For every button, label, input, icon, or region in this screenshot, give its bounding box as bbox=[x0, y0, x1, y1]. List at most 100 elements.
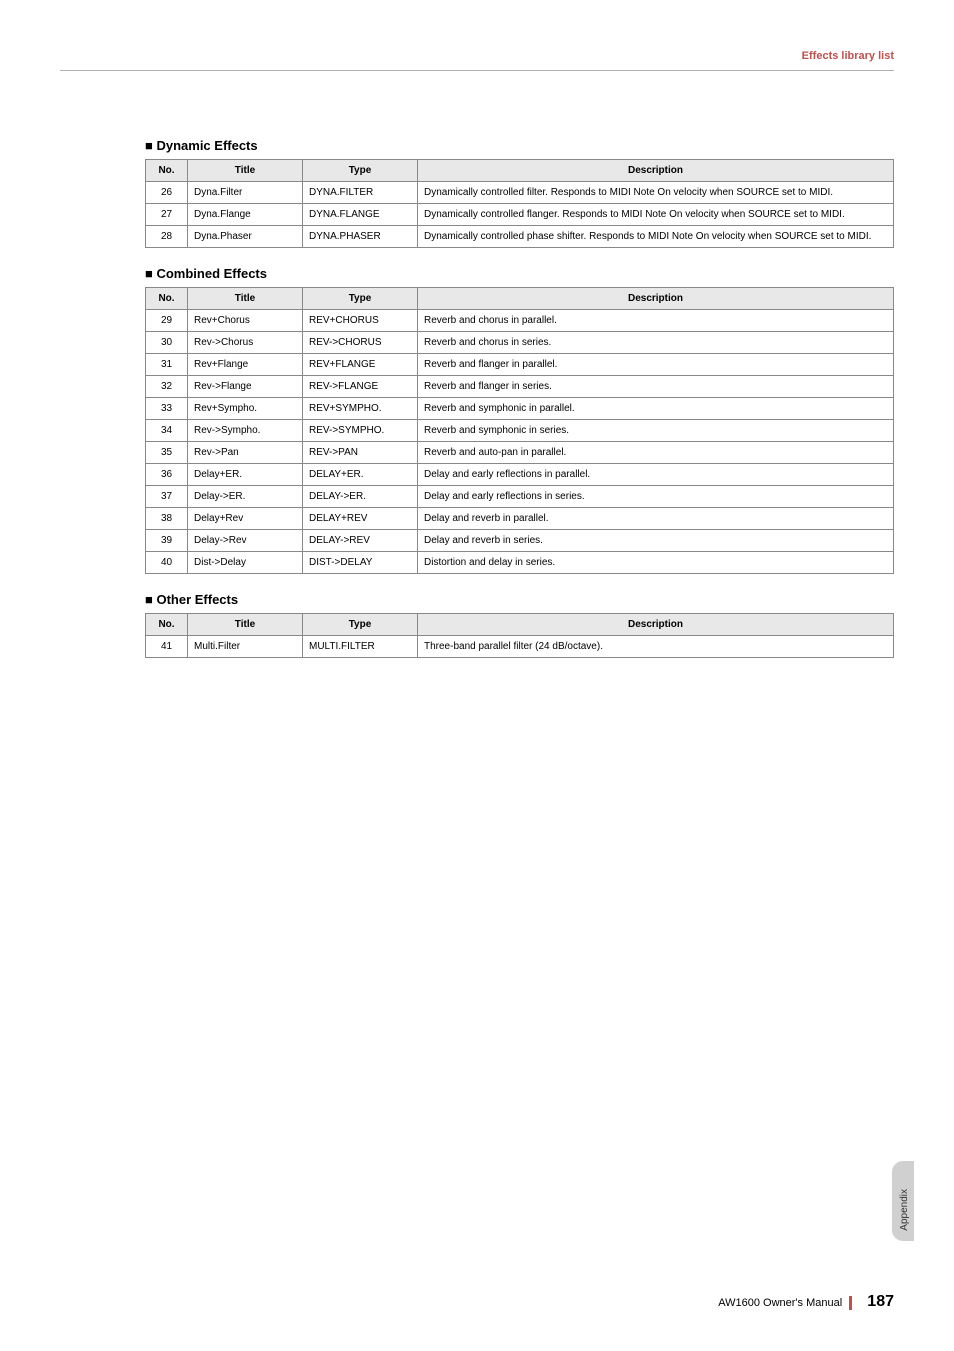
cell-desc: Reverb and symphonic in parallel. bbox=[418, 398, 894, 420]
table-row: 27Dyna.FlangeDYNA.FLANGEDynamically cont… bbox=[146, 204, 894, 226]
footer-manual: AW1600 Owner's Manual bbox=[718, 1297, 842, 1309]
cell-desc: Dynamically controlled flanger. Responds… bbox=[418, 204, 894, 226]
cell-no: 33 bbox=[146, 398, 188, 420]
col-header-title: Title bbox=[188, 160, 303, 182]
col-header-type: Type bbox=[303, 614, 418, 636]
table-row: 28Dyna.PhaserDYNA.PHASERDynamically cont… bbox=[146, 226, 894, 248]
cell-no: 35 bbox=[146, 442, 188, 464]
cell-no: 41 bbox=[146, 636, 188, 658]
table-row: 35Rev->PanREV->PANReverb and auto-pan in… bbox=[146, 442, 894, 464]
cell-desc: Delay and early reflections in parallel. bbox=[418, 464, 894, 486]
cell-desc: Reverb and auto-pan in parallel. bbox=[418, 442, 894, 464]
cell-type: REV+CHORUS bbox=[303, 310, 418, 332]
cell-no: 37 bbox=[146, 486, 188, 508]
cell-no: 28 bbox=[146, 226, 188, 248]
cell-title: Multi.Filter bbox=[188, 636, 303, 658]
footer: AW1600 Owner's Manual 187 bbox=[718, 1293, 894, 1311]
cell-title: Rev->Sympho. bbox=[188, 420, 303, 442]
table-header-row: No. Title Type Description bbox=[146, 614, 894, 636]
cell-title: Dyna.Flange bbox=[188, 204, 303, 226]
cell-type: DELAY+ER. bbox=[303, 464, 418, 486]
section-title-combined: Combined Effects bbox=[145, 266, 894, 281]
cell-type: REV->SYMPHO. bbox=[303, 420, 418, 442]
cell-desc: Reverb and flanger in parallel. bbox=[418, 354, 894, 376]
cell-title: Rev+Sympho. bbox=[188, 398, 303, 420]
table-row: 32Rev->FlangeREV->FLANGEReverb and flang… bbox=[146, 376, 894, 398]
sidebar-label: Appendix bbox=[899, 1189, 910, 1231]
table-row: 26Dyna.FilterDYNA.FILTERDynamically cont… bbox=[146, 182, 894, 204]
cell-type: DELAY->REV bbox=[303, 530, 418, 552]
table-row: 38Delay+RevDELAY+REVDelay and reverb in … bbox=[146, 508, 894, 530]
cell-title: Rev+Chorus bbox=[188, 310, 303, 332]
col-header-no: No. bbox=[146, 614, 188, 636]
cell-title: Rev->Flange bbox=[188, 376, 303, 398]
table-row: 29Rev+ChorusREV+CHORUSReverb and chorus … bbox=[146, 310, 894, 332]
cell-title: Dist->Delay bbox=[188, 552, 303, 574]
cell-no: 26 bbox=[146, 182, 188, 204]
cell-no: 36 bbox=[146, 464, 188, 486]
table-row: 40Dist->DelayDIST->DELAYDistortion and d… bbox=[146, 552, 894, 574]
col-header-no: No. bbox=[146, 160, 188, 182]
cell-type: REV->FLANGE bbox=[303, 376, 418, 398]
table-row: 34Rev->Sympho.REV->SYMPHO.Reverb and sym… bbox=[146, 420, 894, 442]
header-rule bbox=[60, 70, 894, 71]
table-row: 41Multi.FilterMULTI.FILTERThree-band par… bbox=[146, 636, 894, 658]
table-other: No. Title Type Description 41Multi.Filte… bbox=[145, 613, 894, 658]
cell-title: Delay->ER. bbox=[188, 486, 303, 508]
table-dynamic: No. Title Type Description 26Dyna.Filter… bbox=[145, 159, 894, 248]
cell-title: Delay+Rev bbox=[188, 508, 303, 530]
cell-no: 34 bbox=[146, 420, 188, 442]
cell-title: Rev->Chorus bbox=[188, 332, 303, 354]
col-header-desc: Description bbox=[418, 288, 894, 310]
cell-title: Rev->Pan bbox=[188, 442, 303, 464]
cell-desc: Reverb and chorus in series. bbox=[418, 332, 894, 354]
cell-title: Dyna.Filter bbox=[188, 182, 303, 204]
cell-no: 39 bbox=[146, 530, 188, 552]
cell-title: Rev+Flange bbox=[188, 354, 303, 376]
cell-type: DYNA.PHASER bbox=[303, 226, 418, 248]
cell-title: Delay->Rev bbox=[188, 530, 303, 552]
cell-type: DYNA.FLANGE bbox=[303, 204, 418, 226]
cell-desc: Delay and reverb in series. bbox=[418, 530, 894, 552]
cell-type: DELAY+REV bbox=[303, 508, 418, 530]
content-area: Dynamic Effects No. Title Type Descripti… bbox=[145, 120, 894, 658]
cell-title: Dyna.Phaser bbox=[188, 226, 303, 248]
cell-type: REV+SYMPHO. bbox=[303, 398, 418, 420]
section-title-other: Other Effects bbox=[145, 592, 894, 607]
table-row: 33Rev+Sympho.REV+SYMPHO.Reverb and symph… bbox=[146, 398, 894, 420]
table-row: 37Delay->ER.DELAY->ER.Delay and early re… bbox=[146, 486, 894, 508]
cell-type: REV->CHORUS bbox=[303, 332, 418, 354]
table-row: 36Delay+ER.DELAY+ER.Delay and early refl… bbox=[146, 464, 894, 486]
cell-type: DYNA.FILTER bbox=[303, 182, 418, 204]
table-header-row: No. Title Type Description bbox=[146, 160, 894, 182]
table-header-row: No. Title Type Description bbox=[146, 288, 894, 310]
table-body-dynamic: 26Dyna.FilterDYNA.FILTERDynamically cont… bbox=[146, 182, 894, 248]
cell-no: 32 bbox=[146, 376, 188, 398]
cell-desc: Reverb and chorus in parallel. bbox=[418, 310, 894, 332]
table-combined: No. Title Type Description 29Rev+ChorusR… bbox=[145, 287, 894, 574]
footer-divider bbox=[849, 1296, 852, 1310]
col-header-desc: Description bbox=[418, 614, 894, 636]
cell-desc: Delay and reverb in parallel. bbox=[418, 508, 894, 530]
col-header-desc: Description bbox=[418, 160, 894, 182]
cell-desc: Reverb and flanger in series. bbox=[418, 376, 894, 398]
table-row: 31Rev+FlangeREV+FLANGEReverb and flanger… bbox=[146, 354, 894, 376]
table-body-other: 41Multi.FilterMULTI.FILTERThree-band par… bbox=[146, 636, 894, 658]
col-header-title: Title bbox=[188, 288, 303, 310]
cell-desc: Three-band parallel filter (24 dB/octave… bbox=[418, 636, 894, 658]
table-row: 39Delay->RevDELAY->REVDelay and reverb i… bbox=[146, 530, 894, 552]
cell-desc: Delay and early reflections in series. bbox=[418, 486, 894, 508]
cell-type: REV->PAN bbox=[303, 442, 418, 464]
cell-desc: Distortion and delay in series. bbox=[418, 552, 894, 574]
cell-desc: Reverb and symphonic in series. bbox=[418, 420, 894, 442]
cell-no: 27 bbox=[146, 204, 188, 226]
cell-type: DIST->DELAY bbox=[303, 552, 418, 574]
cell-no: 38 bbox=[146, 508, 188, 530]
cell-title: Delay+ER. bbox=[188, 464, 303, 486]
cell-type: DELAY->ER. bbox=[303, 486, 418, 508]
cell-no: 40 bbox=[146, 552, 188, 574]
cell-no: 29 bbox=[146, 310, 188, 332]
header-label: Effects library list bbox=[802, 50, 894, 62]
col-header-no: No. bbox=[146, 288, 188, 310]
footer-page-number: 187 bbox=[867, 1293, 894, 1310]
